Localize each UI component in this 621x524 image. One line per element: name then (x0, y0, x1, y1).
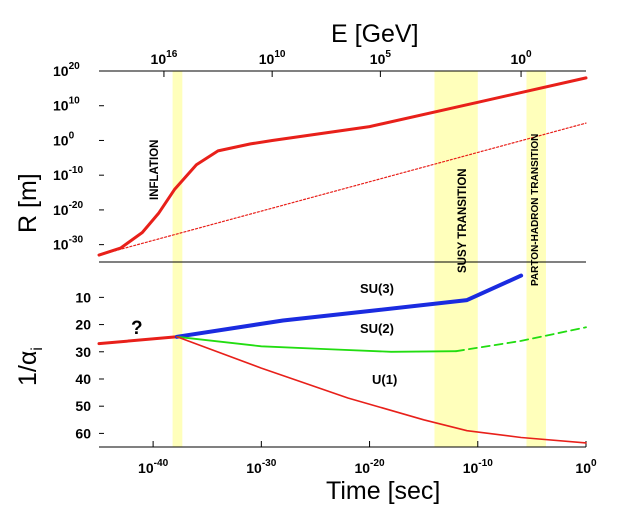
energy-tick-label: 1010 (259, 49, 286, 67)
time-tick-label: 10-10 (463, 458, 494, 476)
time-tick-label-base: 10 (575, 460, 591, 476)
coupling-series (97, 273, 587, 444)
r-tick-label: 10-20 (53, 200, 84, 218)
time-tick-label: 10-30 (246, 458, 277, 476)
series-unified (97, 335, 179, 346)
su2-label: SU(2) (360, 321, 394, 336)
energy-tick-label-exp: 0 (526, 49, 532, 60)
alpha-tick-label: 10 (75, 289, 91, 305)
time-tick-label-base: 10 (354, 460, 370, 476)
time-tick-label: 10-40 (138, 458, 169, 476)
series-r-no-inflation- (98, 122, 587, 256)
energy-tick-label-base: 10 (259, 51, 275, 67)
series-r-inflationary- (97, 76, 588, 257)
time-tick-label-exp: -30 (262, 458, 277, 469)
alpha-tick-label: 30 (75, 344, 91, 360)
time-tick-label: 10-20 (354, 458, 385, 476)
energy-ticks: 1016 1010 105 100 (151, 49, 532, 77)
r-tick-label-base: 10 (53, 202, 69, 218)
time-tick-label-exp: -10 (478, 458, 493, 469)
time-tick-label-base: 10 (138, 460, 154, 476)
energy-tick-label: 1016 (151, 49, 178, 67)
time-tick-label-exp: 0 (591, 458, 597, 469)
r-tick-label-base: 10 (53, 63, 69, 79)
series-u-1- (176, 336, 587, 444)
r-tick-label-base: 10 (53, 167, 69, 183)
transition-bands (172, 71, 546, 447)
energy-tick-label: 105 (370, 49, 392, 67)
alpha-tick-label: 60 (75, 425, 91, 441)
series-su-2- (176, 335, 457, 353)
series-su-2-extrapolated (455, 326, 587, 353)
r-tick-label: 10-10 (53, 165, 84, 183)
energy-tick-label-base: 10 (510, 51, 526, 67)
u1-label: U(1) (372, 372, 397, 387)
energy-tick-label-exp: 16 (166, 49, 178, 60)
su3-label: SU(3) (360, 281, 394, 296)
r-tick-label: 1010 (53, 96, 80, 114)
r-tick-label-base: 10 (53, 132, 69, 148)
parton-hadron-transition-label: PARTON-HADRON TRANSITION (530, 134, 541, 286)
time-tick-label-base: 10 (246, 460, 262, 476)
time-tick-label-exp: -40 (154, 458, 169, 469)
r-tick-label-exp: 0 (69, 130, 75, 141)
axes-frame (99, 70, 586, 448)
r-tick-label: 100 (53, 130, 75, 148)
r-axis-title: R [m] (14, 173, 42, 233)
parton-band (526, 71, 546, 447)
r-tick-label-exp: -10 (69, 165, 84, 176)
energy-tick-label-base: 10 (370, 51, 386, 67)
time-axis-title: Time [sec] (326, 477, 440, 505)
susy-transition-label: SUSY TRANSITION (457, 168, 469, 273)
question-mark: ? (131, 318, 143, 339)
alpha-axis-title: 1/αi (14, 347, 46, 386)
time-tick-label-exp: -20 (370, 458, 385, 469)
energy-tick-label: 100 (510, 49, 532, 67)
inflation-label: INFLATION (149, 140, 161, 200)
series-su-3- (174, 273, 524, 339)
energy-tick-label-exp: 10 (274, 49, 286, 60)
alpha-tick-label: 50 (75, 398, 91, 414)
time-axis-ticks: 10-40 10-30 10-20 10-10 100 (138, 441, 597, 476)
r-tick-label-exp: -20 (69, 200, 84, 211)
alpha-axis-ticks: 10 20 30 40 50 60 (75, 289, 104, 441)
r-tick-label: 10-30 (53, 235, 84, 253)
energy-tick-label-base: 10 (151, 51, 167, 67)
susy-band (434, 71, 478, 447)
radius-series (97, 76, 588, 257)
r-tick-label-base: 10 (53, 98, 69, 114)
r-tick-label-exp: -30 (69, 235, 84, 246)
r-tick-label-exp: 20 (69, 61, 81, 72)
inflation-band (172, 71, 183, 447)
energy-axis-title: E [GeV] (331, 20, 419, 48)
time-tick-label-base: 10 (463, 460, 479, 476)
energy-tick-label-exp: 5 (385, 49, 391, 60)
alpha-tick-label: 20 (75, 317, 91, 333)
r-tick-label-exp: 10 (69, 96, 81, 107)
r-tick-label-base: 10 (53, 237, 69, 253)
r-tick-label: 1020 (53, 61, 80, 79)
time-tick-label: 100 (575, 458, 597, 476)
alpha-tick-label: 40 (75, 371, 91, 387)
